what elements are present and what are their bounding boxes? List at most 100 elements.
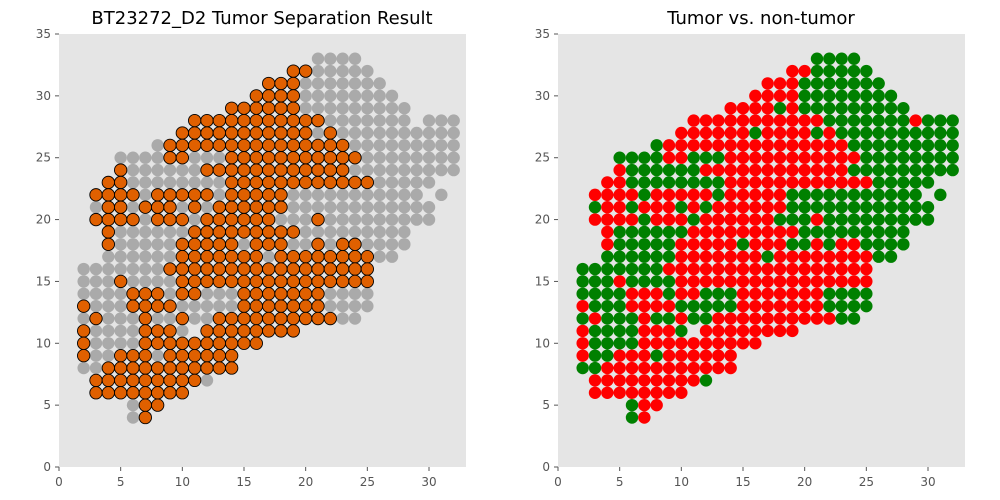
data-point bbox=[324, 89, 337, 103]
data-point bbox=[200, 250, 214, 264]
data-point bbox=[823, 163, 836, 177]
data-point bbox=[323, 126, 337, 140]
data-point bbox=[373, 151, 386, 164]
data-point bbox=[823, 275, 836, 288]
data-point bbox=[126, 225, 140, 239]
data-point bbox=[749, 312, 762, 325]
data-point bbox=[798, 238, 811, 251]
data-point bbox=[847, 312, 861, 325]
data-point bbox=[373, 201, 386, 214]
data-point bbox=[650, 312, 663, 325]
data-point bbox=[588, 386, 602, 399]
data-point bbox=[287, 188, 300, 202]
data-point bbox=[601, 262, 614, 276]
data-point bbox=[638, 213, 651, 226]
data-point bbox=[638, 275, 651, 288]
data-point bbox=[675, 275, 688, 288]
data-point bbox=[847, 102, 861, 115]
data-point bbox=[213, 299, 226, 313]
data-point bbox=[724, 337, 737, 350]
data-point bbox=[860, 139, 873, 152]
data-point bbox=[77, 275, 90, 288]
data-point bbox=[798, 287, 811, 300]
data-point bbox=[934, 114, 947, 127]
data-point bbox=[101, 361, 115, 375]
data-point bbox=[699, 176, 713, 189]
data-point bbox=[872, 126, 885, 140]
data-point bbox=[175, 138, 189, 152]
data-point bbox=[114, 175, 128, 190]
data-point bbox=[188, 188, 202, 202]
data-point bbox=[650, 151, 663, 164]
data-point bbox=[675, 386, 688, 399]
data-point bbox=[687, 163, 700, 177]
data-point bbox=[576, 275, 589, 288]
data-point bbox=[638, 411, 651, 424]
data-point bbox=[311, 287, 325, 301]
data-point bbox=[323, 175, 337, 190]
data-point bbox=[114, 337, 127, 350]
data-point bbox=[588, 275, 602, 288]
data-point bbox=[810, 163, 824, 177]
data-point bbox=[786, 126, 799, 140]
data-point bbox=[422, 151, 436, 164]
y-tick-label: 35 bbox=[36, 27, 51, 41]
data-point bbox=[126, 201, 140, 214]
data-point bbox=[736, 312, 750, 325]
data-point bbox=[798, 64, 811, 78]
data-point bbox=[724, 361, 737, 375]
data-point bbox=[773, 188, 787, 202]
data-point bbox=[249, 200, 263, 214]
data-point bbox=[89, 275, 103, 288]
data-point bbox=[262, 200, 276, 214]
data-point bbox=[151, 373, 165, 388]
data-point bbox=[188, 349, 202, 363]
data-point bbox=[262, 188, 276, 202]
data-point bbox=[786, 188, 799, 202]
data-point bbox=[810, 262, 824, 276]
data-point bbox=[736, 225, 750, 239]
data-point bbox=[101, 200, 115, 214]
data-point bbox=[286, 225, 300, 239]
data-point bbox=[736, 275, 750, 288]
data-point bbox=[175, 311, 189, 326]
data-point bbox=[299, 311, 313, 326]
data-point bbox=[385, 176, 399, 189]
data-point bbox=[262, 101, 276, 115]
data-point bbox=[348, 312, 362, 325]
data-point bbox=[810, 52, 824, 65]
data-point bbox=[625, 337, 639, 350]
data-point bbox=[921, 114, 935, 127]
data-point bbox=[761, 238, 774, 251]
data-point bbox=[613, 238, 626, 251]
x-tick-label: 10 bbox=[175, 475, 190, 489]
data-point bbox=[687, 188, 700, 202]
x-tick-label: 25 bbox=[859, 475, 874, 489]
data-point bbox=[712, 324, 725, 338]
data-point bbox=[274, 287, 288, 301]
data-point bbox=[336, 138, 350, 152]
data-point bbox=[613, 287, 626, 300]
data-point bbox=[872, 77, 885, 90]
data-point bbox=[699, 287, 713, 300]
data-point bbox=[225, 361, 239, 375]
data-point bbox=[650, 386, 663, 399]
data-point bbox=[163, 299, 177, 313]
data-point bbox=[749, 299, 762, 313]
data-point bbox=[89, 262, 103, 276]
data-point bbox=[625, 411, 639, 424]
data-point bbox=[324, 52, 337, 65]
data-point bbox=[175, 336, 189, 350]
data-point bbox=[687, 374, 700, 387]
data-point bbox=[699, 188, 713, 202]
data-point bbox=[336, 188, 349, 202]
data-point bbox=[249, 311, 263, 326]
data-point bbox=[712, 213, 725, 226]
y-tick-label: 20 bbox=[535, 213, 550, 227]
data-point bbox=[810, 225, 824, 239]
data-point bbox=[675, 238, 688, 251]
data-point bbox=[360, 175, 374, 190]
data-point bbox=[687, 151, 700, 164]
data-point bbox=[576, 337, 589, 350]
data-point bbox=[422, 201, 436, 214]
